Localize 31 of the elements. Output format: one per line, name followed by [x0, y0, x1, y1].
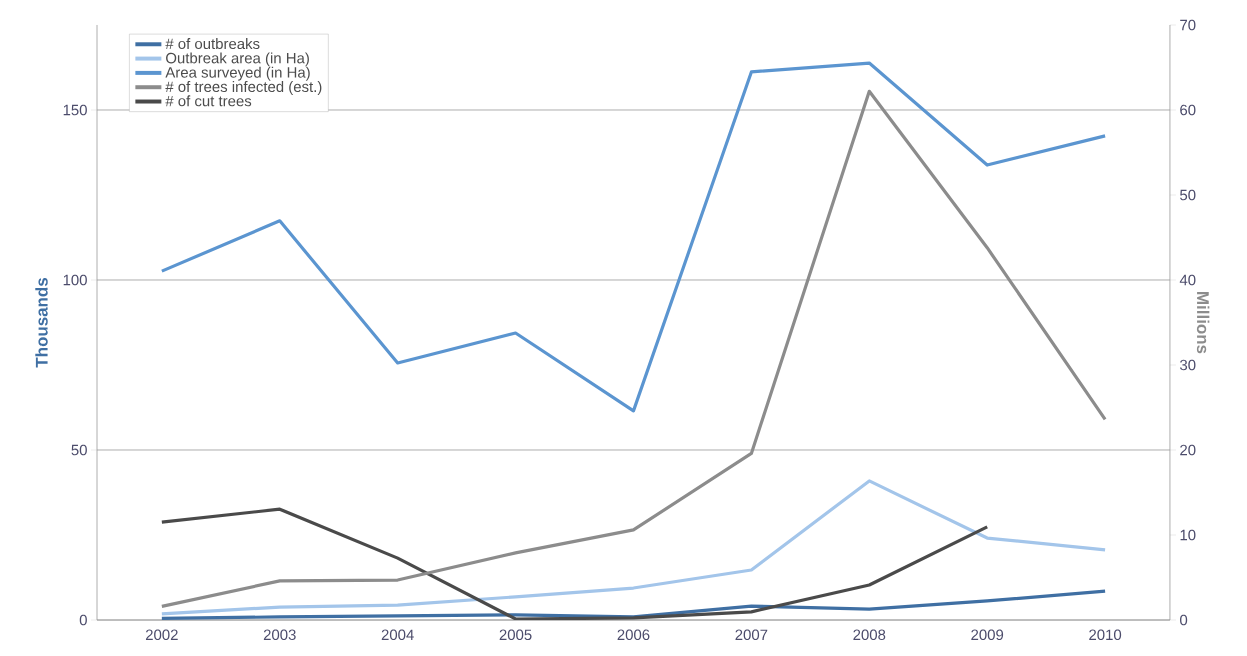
x-tick-label: 2005	[499, 629, 532, 641]
x-tick-label: 2002	[145, 629, 178, 641]
y-tick-label: 100	[63, 274, 87, 286]
legend-label: # of outbreaks	[165, 38, 260, 50]
y2-tick-label: 30	[1180, 359, 1196, 371]
line-series	[160, 479, 1107, 616]
x-tick-label: 2009	[971, 629, 1004, 641]
legend-label: # of cut trees	[165, 95, 252, 107]
x-tick-label: 2003	[263, 629, 296, 641]
y2-tick-label: 40	[1179, 274, 1196, 286]
x-tick-label: 2008	[853, 629, 886, 641]
x-tick-label: 2010	[1089, 629, 1122, 641]
y2-tick-label: 70	[1180, 19, 1196, 31]
line-series	[160, 589, 1107, 620]
y-tick-label: 0	[79, 614, 87, 626]
y2-tick-label: 50	[1180, 189, 1196, 201]
y-tick-label: 150	[63, 104, 87, 116]
legend-label: # of trees infected (est.)	[165, 81, 322, 95]
legend-label: Outbreak area (in Ha)	[166, 52, 309, 67]
y-tick-label: 50	[71, 444, 87, 456]
y2-axis-title: Millions	[1196, 292, 1210, 354]
x-tick-label: 2006	[617, 629, 650, 641]
x-tick-label: 2007	[735, 629, 768, 641]
legend-label: Area surveyed (in Ha)	[165, 66, 310, 81]
y2-tick-label: 60	[1180, 104, 1196, 116]
y2-tick-label: 10	[1180, 529, 1196, 541]
x-tick-label: 2004	[381, 629, 414, 641]
line-series	[160, 507, 989, 620]
y2-tick-label: 20	[1180, 444, 1196, 456]
y-axis-title: Thousands	[35, 278, 48, 368]
y2-tick-label: 0	[1180, 614, 1188, 626]
